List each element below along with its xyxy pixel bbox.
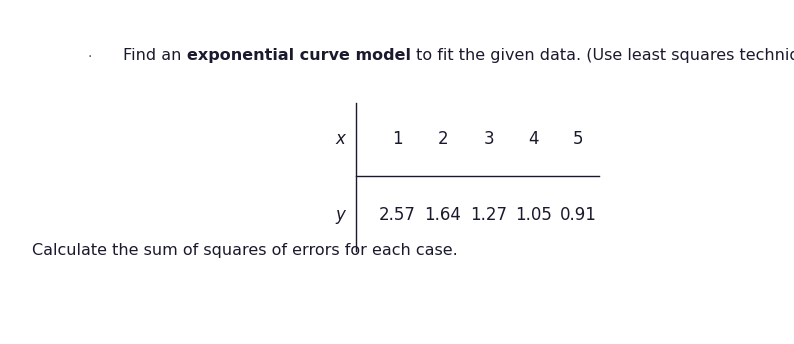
Text: 1.05: 1.05: [515, 206, 552, 224]
Text: .: .: [87, 46, 92, 61]
Text: 0.91: 0.91: [560, 206, 596, 224]
Text: y: y: [336, 206, 345, 224]
Text: to fit the given data. (Use least squares technique).: to fit the given data. (Use least square…: [410, 48, 794, 63]
Text: 1.27: 1.27: [471, 206, 507, 224]
Text: 1.64: 1.64: [425, 206, 461, 224]
Text: 3: 3: [484, 130, 495, 148]
Text: Calculate the sum of squares of errors for each case.: Calculate the sum of squares of errors f…: [32, 243, 457, 258]
Text: 1: 1: [391, 130, 403, 148]
Text: exponential curve model: exponential curve model: [187, 48, 410, 63]
Text: Find an: Find an: [123, 48, 187, 63]
Text: 2: 2: [437, 130, 449, 148]
Text: 5: 5: [572, 130, 584, 148]
Text: 4: 4: [528, 130, 539, 148]
Text: 2.57: 2.57: [379, 206, 415, 224]
Text: x: x: [336, 130, 345, 148]
